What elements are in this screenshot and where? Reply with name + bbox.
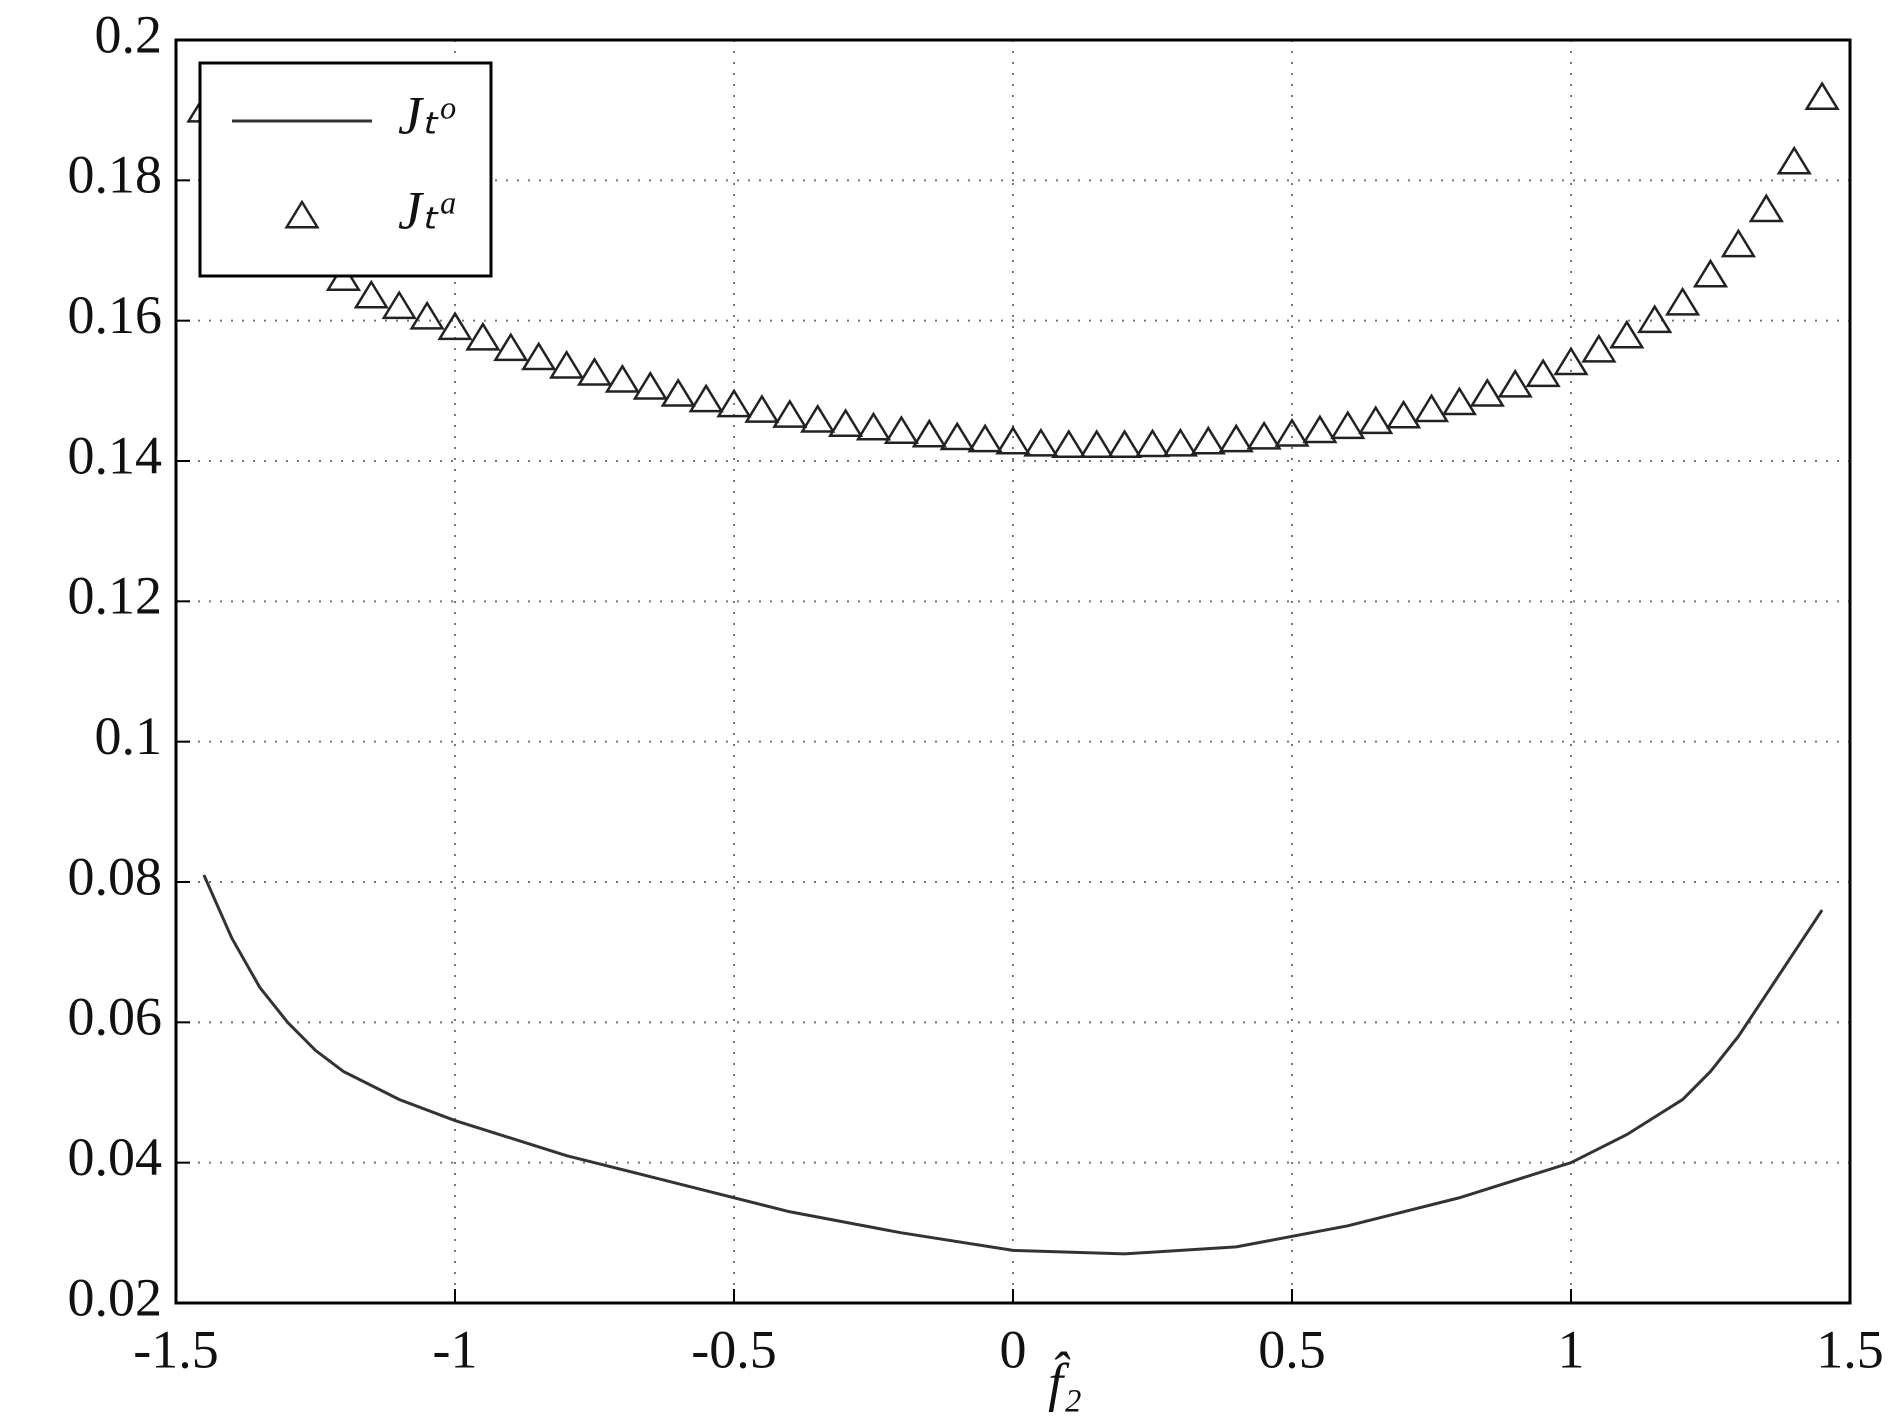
marker <box>800 403 836 433</box>
marker <box>883 415 920 444</box>
x-tick-label: 1 <box>1558 1319 1585 1379</box>
y-tick-label: 0.04 <box>68 1127 163 1187</box>
marker <box>1581 333 1617 363</box>
line <box>202 874 1824 1256</box>
marker <box>939 421 975 451</box>
x-axis-label: f̂₂ <box>1048 1350 1082 1412</box>
marker <box>381 290 417 320</box>
marker <box>1134 428 1171 458</box>
marker <box>911 418 947 448</box>
marker <box>1358 405 1394 435</box>
marker <box>772 398 808 428</box>
marker <box>1441 386 1478 416</box>
legend-label: Jₜᵃ <box>398 180 459 240</box>
y-tick-label: 0.06 <box>68 987 163 1047</box>
marker <box>353 279 389 309</box>
y-tick-label: 0.14 <box>68 425 163 485</box>
marker <box>688 383 724 413</box>
marker <box>1497 368 1533 398</box>
legend-marker <box>284 199 320 229</box>
x-tick-label: -1.5 <box>133 1319 218 1379</box>
marker <box>744 394 780 423</box>
y-tick-label: 0.16 <box>68 285 163 345</box>
marker <box>1413 393 1450 423</box>
marker <box>1776 145 1812 175</box>
marker <box>437 311 473 341</box>
marker <box>1637 304 1673 334</box>
marker <box>1664 286 1701 316</box>
marker <box>995 425 1031 455</box>
marker <box>1106 429 1143 459</box>
x-tick-label: -0.5 <box>691 1319 776 1379</box>
marker <box>1162 427 1199 457</box>
marker <box>1692 258 1729 288</box>
marker <box>1804 81 1840 110</box>
y-tick-label: 0.12 <box>68 566 163 626</box>
marker <box>1246 420 1282 450</box>
x-tick-label: 1.5 <box>1816 1319 1884 1379</box>
legend-label: Jₜᵒ <box>398 85 456 145</box>
marker <box>1023 427 1059 457</box>
marker <box>660 377 696 407</box>
marker <box>548 349 585 379</box>
y-tick-label: 0.2 <box>95 4 163 64</box>
marker <box>1720 228 1757 258</box>
marker <box>409 300 445 330</box>
marker <box>1553 346 1589 376</box>
marker <box>604 363 641 393</box>
marker <box>493 332 529 362</box>
x-tick-label: -1 <box>433 1319 478 1379</box>
plot-frame <box>174 38 1852 1305</box>
x-tick-label: 0.5 <box>1258 1319 1326 1379</box>
marker <box>1079 429 1115 459</box>
y-tick-label: 0.18 <box>68 145 163 205</box>
marker <box>1748 193 1784 223</box>
marker <box>1302 414 1338 444</box>
marker <box>1218 423 1254 453</box>
marker <box>632 370 668 400</box>
y-tick-label: 0.08 <box>68 846 163 906</box>
marker <box>1330 410 1366 440</box>
marker <box>1051 429 1087 459</box>
marker <box>827 408 864 437</box>
marker <box>1525 358 1561 388</box>
marker <box>1469 377 1505 407</box>
marker <box>1609 319 1645 349</box>
marker <box>716 388 752 418</box>
marker <box>576 356 613 386</box>
marker <box>1274 417 1310 447</box>
marker <box>1385 399 1422 429</box>
y-tick-label: 0.1 <box>95 706 163 766</box>
y-tick-label: 0.02 <box>68 1267 163 1327</box>
marker <box>1190 425 1226 455</box>
marker <box>465 321 501 351</box>
marker <box>521 341 557 371</box>
x-tick-label: 0 <box>1000 1319 1027 1379</box>
legend-box <box>198 61 493 278</box>
marker <box>855 411 892 441</box>
marker <box>967 423 1003 453</box>
